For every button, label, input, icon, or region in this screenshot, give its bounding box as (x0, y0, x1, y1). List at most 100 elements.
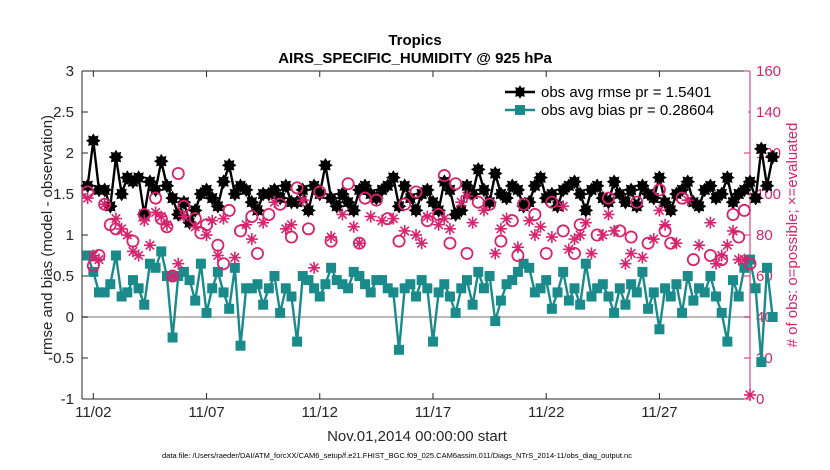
evaluated-marker-stroke (218, 213, 229, 224)
bias-point (303, 275, 314, 286)
evaluated-obs-point (279, 222, 292, 235)
evaluated-marker-stroke (133, 250, 144, 261)
evaluated-marker-stroke (297, 195, 308, 205)
evaluated-obs-point (155, 210, 168, 223)
evaluated-obs-point (653, 204, 666, 217)
evaluated-marker-stroke (145, 240, 155, 251)
bias-point (360, 279, 371, 290)
bias-point (139, 299, 150, 310)
y-tick-label: -0.5 (48, 350, 74, 367)
bias-point (535, 283, 546, 294)
bias-point (518, 258, 529, 269)
evaluated-marker-stroke (705, 217, 716, 228)
evaluated-marker-stroke (620, 258, 631, 269)
bias-point (750, 283, 761, 294)
evaluated-marker-stroke (190, 221, 201, 232)
bias-point (167, 332, 178, 343)
bias-point (512, 266, 523, 277)
bias-point (416, 275, 427, 286)
evaluated-obs-point (308, 261, 321, 274)
evaluated-marker-stroke (207, 215, 218, 226)
evaluated-marker-stroke (247, 234, 257, 244)
evaluated-marker-stroke (173, 258, 184, 269)
evaluated-obs-point (200, 229, 213, 241)
bias-point (671, 279, 682, 290)
bias-point (127, 275, 138, 286)
evaluated-obs-point (608, 224, 621, 237)
evaluated-marker-stroke (326, 232, 336, 242)
rmse-point (385, 170, 401, 185)
evaluated-obs-point (557, 200, 570, 213)
legend-box (499, 80, 748, 120)
rmse-point (335, 186, 350, 202)
evaluated-marker-stroke (603, 209, 614, 220)
bias-point (648, 287, 659, 298)
evaluated-obs-point (166, 270, 179, 282)
bias-point (614, 283, 625, 294)
legend-rmse-marker (513, 85, 527, 99)
y2-tick-label: 160 (756, 63, 781, 80)
evaluated-obs-point (240, 218, 253, 231)
rmse-point (719, 170, 735, 185)
bias-point (444, 291, 455, 302)
bias-point (626, 279, 637, 290)
evaluated-marker-stroke (535, 221, 546, 232)
evaluated-marker-stroke (586, 248, 597, 259)
evaluated-marker-stroke (722, 240, 733, 251)
legend-bias-marker (515, 105, 525, 115)
evaluated-marker-stroke (564, 244, 574, 255)
evaluated-obs-point (172, 257, 185, 270)
bias-point (190, 295, 201, 306)
evaluated-obs-point (325, 231, 338, 244)
bias-point (728, 275, 739, 286)
bias-point (552, 287, 563, 298)
bias-point (654, 324, 665, 335)
evaluated-obs-point (432, 218, 445, 231)
bias-point (682, 271, 693, 281)
evaluated-obs-point (738, 253, 751, 266)
bias-point (631, 287, 642, 298)
evaluated-obs-point (132, 249, 145, 262)
x-tick-label: 11/17 (415, 404, 451, 421)
evaluated-marker-stroke (558, 201, 568, 212)
evaluated-obs-point (268, 196, 281, 209)
bias-point (558, 266, 569, 277)
evaluated-obs-point (681, 194, 694, 207)
rmse-point (216, 174, 231, 190)
evaluated-obs-point (466, 216, 479, 229)
evaluated-marker-stroke (581, 217, 591, 228)
y-tick-label: 2 (66, 145, 74, 162)
bias-point (422, 283, 433, 294)
evaluated-marker-stroke (416, 238, 427, 249)
rmse-point (612, 186, 628, 202)
bias-point (620, 299, 631, 310)
bias-point (388, 287, 399, 298)
possible-obs-point (171, 166, 185, 180)
rmse-point (465, 186, 480, 202)
rmse-point (131, 170, 146, 185)
possible-obs-point (686, 253, 700, 267)
evaluated-marker-stroke (479, 205, 489, 216)
evaluated-obs-point (562, 243, 575, 256)
evaluated-obs-point (364, 210, 377, 223)
bias-point (767, 312, 778, 322)
rmse-point (204, 190, 220, 206)
evaluated-obs-point (443, 222, 456, 235)
evaluated-marker-stroke (286, 219, 297, 230)
evaluated-obs-point (693, 239, 706, 252)
evaluated-obs-point (296, 194, 309, 207)
evaluated-obs-point (579, 216, 592, 229)
possible-obs-point (494, 234, 508, 248)
bias-point (643, 303, 654, 314)
bias-point (507, 275, 518, 286)
evaluated-marker-stroke (637, 252, 648, 263)
evaluated-marker-stroke (739, 254, 750, 265)
possible-obs-point (652, 183, 666, 197)
rmse-point (408, 203, 424, 218)
evaluated-marker-stroke (575, 230, 585, 240)
evaluated-marker-stroke (462, 191, 472, 201)
rmse-point (114, 186, 130, 202)
rmse-point (680, 174, 696, 190)
evaluated-marker-stroke (711, 258, 721, 269)
bias-point (93, 287, 104, 298)
